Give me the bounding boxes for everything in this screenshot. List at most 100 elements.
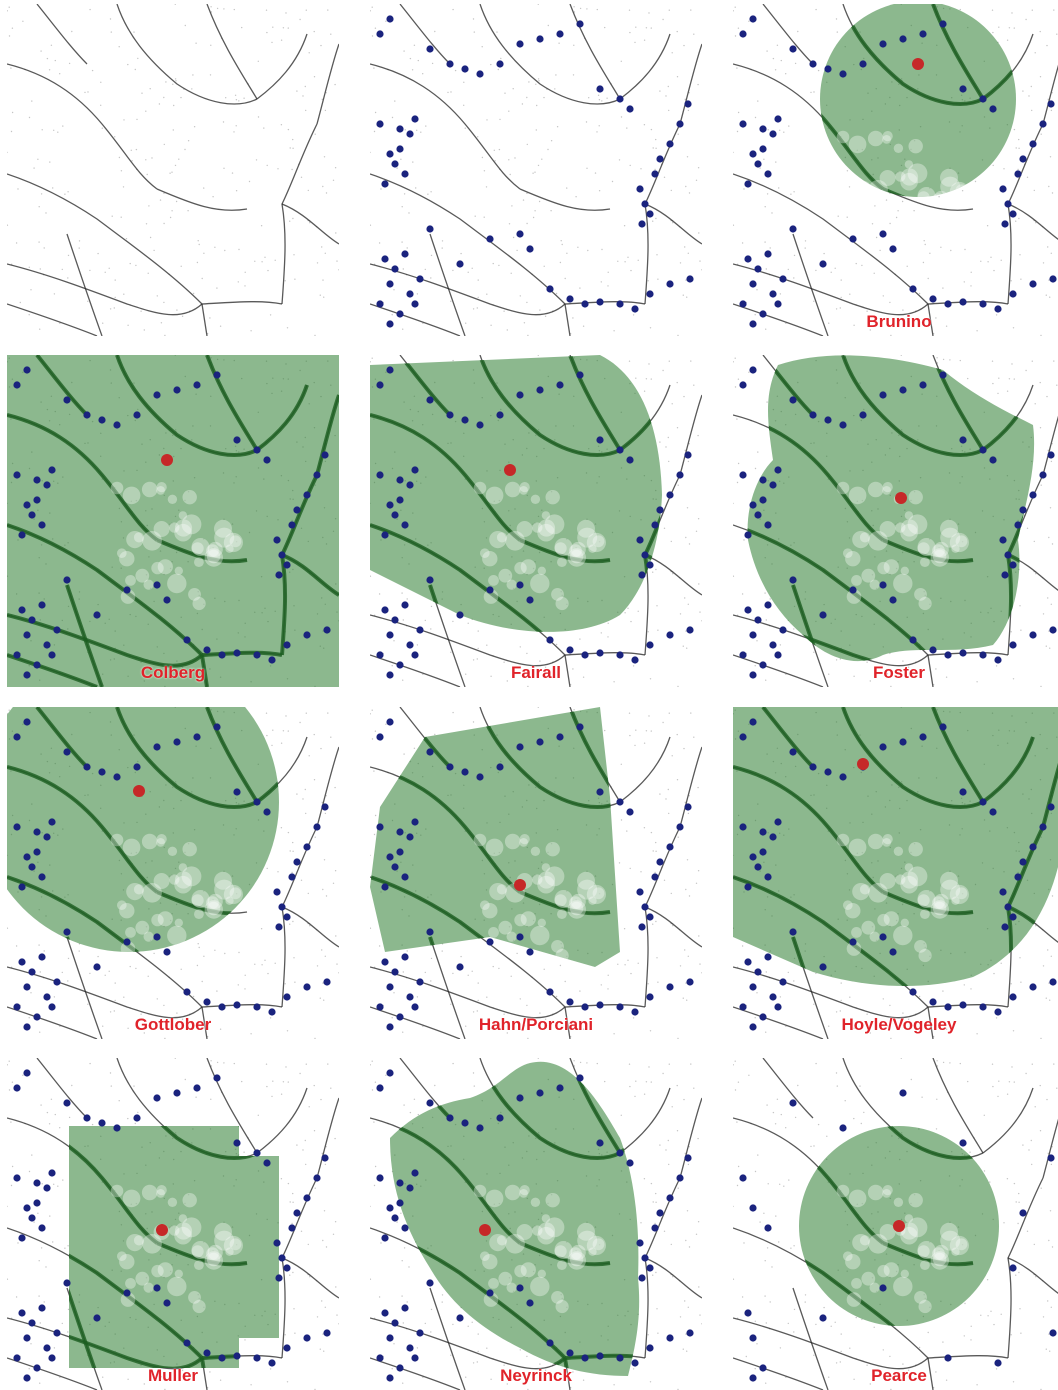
galaxy-dot (616, 1149, 624, 1157)
galaxy-dot (824, 768, 832, 776)
galaxy-dot (774, 651, 782, 659)
galaxy-dot (233, 788, 241, 796)
galaxy-dot (556, 1084, 564, 1092)
galaxy-dot (636, 536, 644, 544)
panel-fairall: Fairall (370, 355, 702, 687)
galaxy-dot (759, 1013, 767, 1021)
galaxy-dot (288, 1224, 296, 1232)
galaxy-dot (944, 1354, 952, 1362)
galaxy-dot (616, 1003, 624, 1011)
galaxy-dot (13, 1003, 21, 1011)
galaxy-dot (754, 511, 762, 519)
galaxy-dot (83, 763, 91, 771)
galaxy-dot (526, 245, 534, 253)
galaxy-dot (774, 818, 782, 826)
galaxy-dot (546, 988, 554, 996)
galaxy-dot (754, 265, 762, 273)
galaxy-dot (376, 1174, 384, 1182)
galaxy-dot (496, 763, 504, 771)
galaxy-dot (13, 1084, 21, 1092)
galaxy-dot (666, 140, 674, 148)
galaxy-dot (769, 481, 777, 489)
galaxy-dot (28, 511, 36, 519)
galaxy-dot (193, 733, 201, 741)
galaxy-dot (376, 823, 384, 831)
galaxy-dot (233, 1139, 241, 1147)
galaxy-dot (1009, 561, 1017, 569)
panel-plot (733, 707, 1058, 1039)
galaxy-dot (396, 848, 404, 856)
galaxy-dot (676, 471, 684, 479)
galaxy-dot (213, 723, 221, 731)
panel-plot (7, 1058, 339, 1390)
galaxy-dot (28, 616, 36, 624)
galaxy-dot (626, 456, 634, 464)
galaxy-dot (641, 200, 649, 208)
galaxy-dot (759, 1364, 767, 1372)
galaxy-dot (396, 1199, 404, 1207)
galaxy-dot (273, 1239, 281, 1247)
galaxy-dot (48, 1169, 56, 1177)
galaxy-dot (638, 1274, 646, 1282)
panel-plot (7, 707, 339, 1039)
galaxy-dot (631, 305, 639, 313)
galaxy-dot (774, 115, 782, 123)
galaxy-dot (744, 606, 752, 614)
panel-muller: Muller (7, 1058, 339, 1390)
galaxy-dot (33, 1199, 41, 1207)
galaxy-dot (909, 285, 917, 293)
galaxy-dot (323, 978, 331, 986)
galaxy-dot (626, 808, 634, 816)
galaxy-dot (1029, 843, 1037, 851)
galaxy-dot (839, 773, 847, 781)
galaxy-dot (376, 1084, 384, 1092)
galaxy-dot (1049, 626, 1057, 634)
galaxy-dot (684, 100, 692, 108)
galaxy-dot (686, 1329, 694, 1337)
galaxy-dot (596, 1352, 604, 1360)
galaxy-dot (929, 295, 937, 303)
galaxy-dot (929, 646, 937, 654)
galaxy-dot (38, 601, 46, 609)
galaxy-dot (616, 446, 624, 454)
panel-plot (370, 355, 702, 687)
galaxy-dot (53, 626, 61, 634)
galaxy-dot (63, 576, 71, 584)
galaxy-dot (979, 300, 987, 308)
galaxy-dot (959, 1001, 967, 1009)
panel-gottlober: Gottlober (7, 707, 339, 1039)
galaxy-dot (859, 411, 867, 419)
galaxy-dot (769, 993, 777, 1001)
galaxy-dot (381, 883, 389, 891)
galaxy-dot (193, 1084, 201, 1092)
galaxy-dot (416, 1329, 424, 1337)
galaxy-dot (253, 651, 261, 659)
galaxy-dot (218, 1354, 226, 1362)
galaxy-dot (391, 511, 399, 519)
galaxy-dot (263, 1159, 271, 1167)
galaxy-dot (819, 963, 827, 971)
galaxy-dot (496, 60, 504, 68)
galaxy-dot (1029, 491, 1037, 499)
galaxy-dot (218, 651, 226, 659)
galaxy-dot (879, 230, 887, 238)
galaxy-dot (944, 300, 952, 308)
galaxy-dot (581, 300, 589, 308)
void-region (747, 355, 1035, 662)
galaxy-dot (193, 381, 201, 389)
galaxy-dot (1014, 170, 1022, 178)
galaxy-dot (789, 748, 797, 756)
galaxy-dot (283, 1344, 291, 1352)
galaxy-dot (824, 416, 832, 424)
galaxy-dot (769, 290, 777, 298)
galaxy-dot (173, 738, 181, 746)
galaxy-dot (293, 506, 301, 514)
galaxy-dot (959, 298, 967, 306)
filament-network (7, 4, 339, 336)
galaxy-dot (1047, 100, 1055, 108)
galaxy-dot (959, 85, 967, 93)
galaxy-dot (638, 923, 646, 931)
galaxy-dot (656, 1209, 664, 1217)
galaxy-dot (666, 1334, 674, 1342)
galaxy-dot (646, 210, 654, 218)
